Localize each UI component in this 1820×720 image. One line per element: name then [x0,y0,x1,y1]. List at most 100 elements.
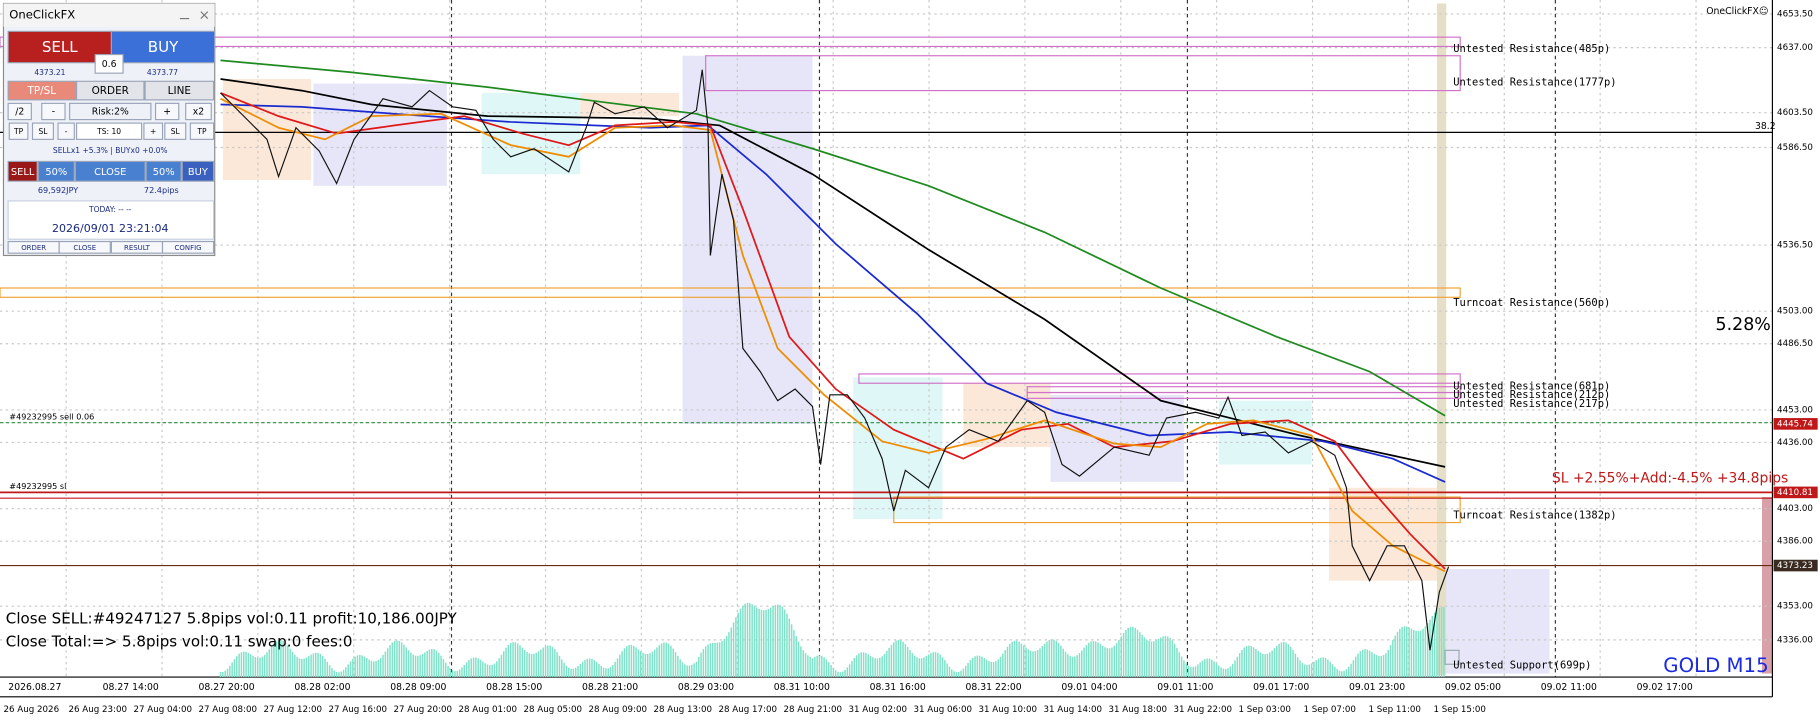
price-marker [1773,559,1818,572]
ts-control-label: SL [171,127,181,136]
separator-label: 09.02 11:00 [1541,682,1597,693]
ts-control[interactable] [164,122,187,140]
close-control[interactable] [7,160,38,182]
current-bar-strip [1436,3,1447,675]
price-label: 4336.00 [1777,635,1813,645]
ts-control[interactable] [143,122,164,140]
close-control[interactable] [181,160,215,182]
price-label: 4586.50 [1777,143,1813,153]
close-control[interactable] [74,160,146,182]
ts-control[interactable] [31,122,54,140]
sell-button[interactable] [7,30,113,64]
symbol-label: GOLD M15 [1663,654,1768,677]
resistance-box [0,36,1461,48]
separator-label: 09.01 11:00 [1157,682,1213,693]
separator-box [1633,680,1697,695]
tab[interactable] [76,80,145,101]
ma-green [220,59,1446,417]
risk-control[interactable] [185,102,212,121]
zone [580,92,680,117]
time-label: 27 Aug 08:00 [198,705,257,715]
message: Close SELL:#49247127 5.8pips vol:0.11 pr… [6,609,458,627]
separator-label: 08.31 16:00 [870,682,926,693]
close-control[interactable] [37,160,75,182]
separator-label: 08.27 14:00 [103,682,159,693]
resistance-box [705,55,1461,92]
price-label: 4386.00 [1777,537,1813,547]
separator-box [962,680,1025,695]
risk-control[interactable] [7,102,32,121]
today: TODAY: -- -- [88,205,132,214]
ma-red [220,92,1446,570]
time-label: 1 Sep 03:00 [1238,705,1290,715]
ts-control[interactable] [8,122,29,140]
footer-button-label: RESULT [124,244,151,252]
ask: 4373.77 [147,68,178,77]
lot-input[interactable] [94,54,124,74]
zone-label: Untested Resistance(217p) [1453,398,1610,410]
separator-box [195,680,258,695]
close-control-label: SELL [11,167,35,178]
ts-control-label: TP [13,127,24,136]
footer-button[interactable] [58,240,111,254]
zone-label: Turncoat Resistance(560p) [1453,297,1610,309]
time-label: 31 Aug 14:00 [1043,705,1102,715]
resistance-box [1026,391,1461,399]
separator-label: 09.01 23:00 [1349,682,1405,693]
time-label: 1 Sep 07:00 [1303,705,1355,715]
time-label: 27 Aug 20:00 [393,705,452,715]
risk-control-label: /2 [15,107,24,118]
time-label: 28 Aug 01:00 [458,705,517,715]
separator-box [674,680,738,695]
separator-box [1058,680,1121,695]
separator-label: 09.01 04:00 [1061,682,1117,693]
bid: 4373.21 [34,68,65,77]
time-label: 1 Sep 15:00 [1433,705,1485,715]
tab-label: LINE [168,85,191,97]
separator-box [291,680,354,695]
ts-control-label: - [65,127,68,136]
tab[interactable] [144,80,215,101]
separator-box [1345,680,1409,695]
zone [481,92,581,175]
time-label: 31 Aug 18:00 [1108,705,1167,715]
ma-black [220,78,1446,468]
separator-box [866,680,930,695]
time-label: 31 Aug 06:00 [913,705,972,715]
resistance-box [858,373,1461,384]
ts-control-label: TP [196,127,207,136]
risk-control[interactable] [41,102,66,121]
close-control[interactable] [145,160,182,182]
lot-input-label: 0.6 [102,59,117,70]
info-box [7,200,215,240]
tab-label: ORDER [92,85,129,97]
separator-box [1537,680,1601,695]
ts-control[interactable] [57,122,75,140]
profit: 69,592JPY [38,185,78,195]
price-label: 4603.50 [1777,108,1813,118]
separator-label: 2026.08.27 [8,682,61,693]
sl-info: SL +2.55%+Add:-4.5% +34.8pips [1552,470,1788,486]
price-marker [1773,418,1818,430]
time-label: 28 Aug 21:00 [783,705,842,715]
sell-button-label: SELL [42,38,78,56]
close-icon[interactable] [200,11,209,19]
panel-titlebar [3,3,215,27]
sl-label: #49232995 sl [9,481,66,491]
footer-button[interactable] [161,240,215,254]
price-label: 4436.00 [1777,438,1813,448]
ts-control-label: TS: 10 [96,127,121,136]
separator-box [386,680,450,695]
price-marker [1773,486,1818,499]
risk-control[interactable] [154,102,180,121]
risk-control-label: + [163,107,171,118]
separator-box [1153,680,1217,695]
buy-button[interactable] [110,30,216,64]
zone [682,55,813,424]
pips: 72.4pips [144,185,179,195]
tab[interactable] [7,80,77,101]
time-label: 31 Aug 02:00 [848,705,907,715]
ts-control[interactable] [189,122,215,140]
separator-box [1441,680,1505,695]
